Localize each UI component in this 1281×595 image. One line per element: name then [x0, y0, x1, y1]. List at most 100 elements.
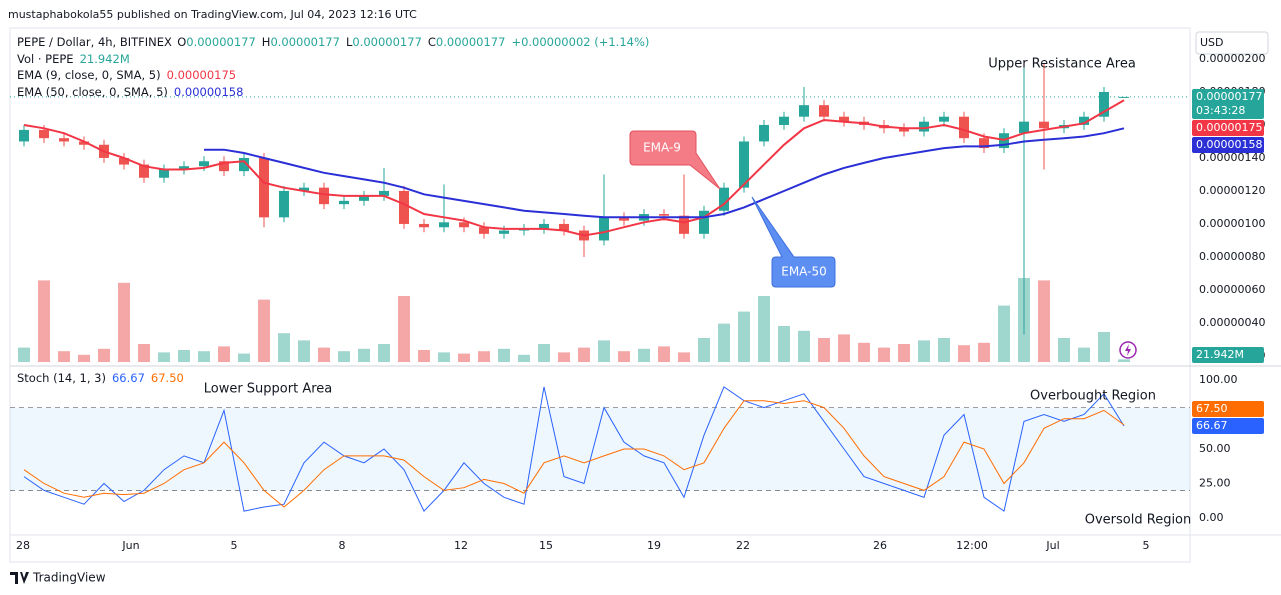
y-tick-label: 0.00	[1199, 511, 1224, 524]
candle-body	[1019, 121, 1029, 134]
volume-bar	[118, 282, 130, 362]
currency-button[interactable]	[1195, 31, 1269, 55]
logo-icon	[10, 572, 29, 584]
volume-bar	[238, 353, 250, 362]
volume-bar	[618, 351, 630, 362]
x-tick-label: 19	[647, 539, 661, 552]
stoch-badge-bg	[1192, 401, 1264, 417]
x-tick-label: 15	[539, 539, 553, 552]
volume-bar	[558, 352, 570, 362]
volume-bar	[798, 330, 810, 362]
candle-body	[439, 222, 449, 228]
price-badge-bg	[1192, 137, 1264, 153]
stoch-legend: Stoch (14, 1, 3) 66.67 67.50	[17, 371, 184, 385]
volume-bar	[458, 353, 470, 362]
change: +0.00000002 (+1.14%)	[511, 35, 649, 49]
y-tick-label: 100.00	[1199, 373, 1238, 386]
volume-bar	[158, 352, 170, 362]
stoch-badge: 67.50	[1196, 402, 1228, 415]
candle-body	[419, 223, 429, 228]
x-tick-label: 12:00	[956, 539, 988, 552]
volume-bar	[398, 296, 410, 362]
candle-body	[219, 161, 229, 172]
price-badge: 0.00000175	[1196, 121, 1262, 134]
y-tick-label: 0.00000120	[1199, 184, 1265, 197]
candle-body	[1099, 91, 1109, 117]
legend-value: 0.00000175	[167, 68, 237, 82]
ema-legend: EMA (9, close, 0, SMA, 5) 0.00000175	[17, 68, 236, 82]
candle-body	[679, 215, 689, 234]
callout	[629, 130, 721, 190]
volume-badge: 21.942M	[1196, 348, 1244, 361]
volume-bar	[978, 342, 990, 362]
candle-body	[1119, 96, 1129, 98]
candle-body	[239, 157, 249, 172]
candle-body	[959, 116, 969, 139]
volume-bar	[918, 340, 930, 362]
volume-bar	[218, 346, 230, 362]
volume-bar	[938, 338, 950, 362]
candle-body	[779, 116, 789, 125]
volume-bar	[538, 344, 550, 362]
candle-body	[139, 164, 149, 178]
volume-bar	[318, 347, 330, 362]
alert-bolt	[1125, 344, 1131, 356]
volume-bar	[38, 280, 50, 362]
volume-bar	[378, 344, 390, 362]
volume-bar	[998, 305, 1010, 362]
volume-bar	[298, 340, 310, 362]
stoch-badge-bg	[1192, 418, 1264, 434]
x-tick-label: Jul	[1045, 539, 1059, 552]
candle-body	[59, 138, 69, 142]
candle-body	[499, 230, 509, 234]
y-tick-label: 0.00000100	[1199, 217, 1265, 230]
volume-value: 21.942M	[80, 52, 130, 66]
logo	[10, 572, 29, 584]
ohlc-key: L	[346, 35, 353, 49]
volume-legend: Vol · PEPE 21.942M	[17, 52, 130, 66]
candle-body	[1079, 116, 1089, 125]
legend-name: EMA (50, close, 0, SMA, 5)	[17, 85, 168, 99]
legend-value: 0.00000158	[174, 85, 244, 99]
stoch-line	[23, 400, 1125, 508]
ema-line	[23, 99, 1125, 237]
candle-body	[539, 223, 549, 229]
ohlc-key: O	[177, 35, 186, 49]
legend-name: Stoch (14, 1, 3)	[17, 371, 106, 385]
volume-bar	[898, 344, 910, 362]
volume-bar	[578, 347, 590, 362]
candle-body	[799, 105, 809, 117]
x-tick-label: Jun	[121, 539, 139, 552]
x-tick-label: 26	[873, 539, 887, 552]
candle-body	[159, 169, 169, 178]
volume-bar	[58, 351, 70, 362]
candle-body	[839, 116, 849, 122]
volume-bar	[138, 344, 150, 362]
volume-bar	[198, 351, 210, 362]
volume-bar	[418, 350, 430, 362]
candle-body	[919, 121, 929, 132]
annotation: Upper Resistance Area	[988, 57, 1136, 72]
y-tick-label: 0.00000200	[1199, 52, 1265, 65]
x-tick-label: 5	[1143, 539, 1150, 552]
price-badge: 0.00000158	[1196, 138, 1262, 151]
y-tick-label: 0.00000040	[1199, 316, 1265, 329]
candle-body	[19, 129, 29, 142]
volume-bar	[18, 347, 30, 362]
candle-body	[739, 141, 749, 188]
candle-body	[479, 227, 489, 234]
volume-bar	[358, 348, 370, 362]
candle-body	[1039, 121, 1049, 129]
currency[interactable]: USD	[1200, 36, 1224, 49]
y-tick-label: 0.00000140	[1199, 151, 1265, 164]
candle-body	[599, 217, 609, 241]
volume-bar	[658, 346, 670, 362]
volume-bar	[1058, 338, 1070, 362]
candle-body	[659, 214, 669, 216]
annotation: Oversold Region	[1085, 513, 1192, 528]
stoch-line	[23, 386, 1125, 512]
ema-legend: EMA (50, close, 0, SMA, 5) 0.00000158	[17, 85, 243, 99]
